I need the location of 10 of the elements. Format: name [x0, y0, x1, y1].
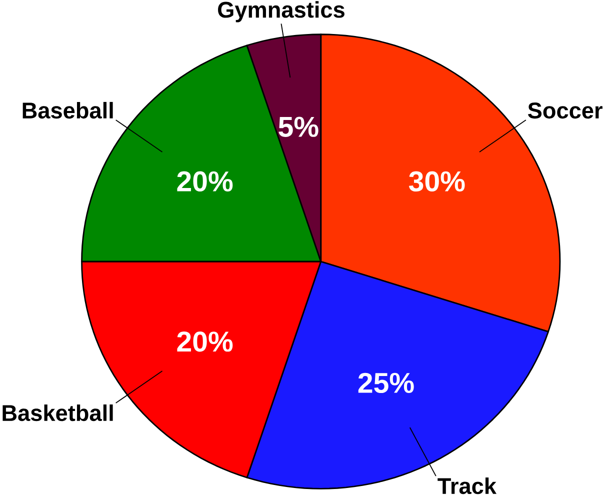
slice-label: Baseball	[22, 102, 113, 118]
slice-label: Soccer	[528, 102, 602, 118]
data-label: 30%	[408, 171, 465, 192]
data-label: 20%	[177, 171, 233, 192]
data-label: 25%	[358, 372, 414, 393]
data-label: 20%	[177, 331, 233, 352]
slice-label: Track	[438, 477, 497, 494]
data-label: 5%	[278, 116, 318, 137]
slice-label: Basketball	[2, 404, 113, 421]
slice-label: Gymnastics	[218, 1, 344, 22]
